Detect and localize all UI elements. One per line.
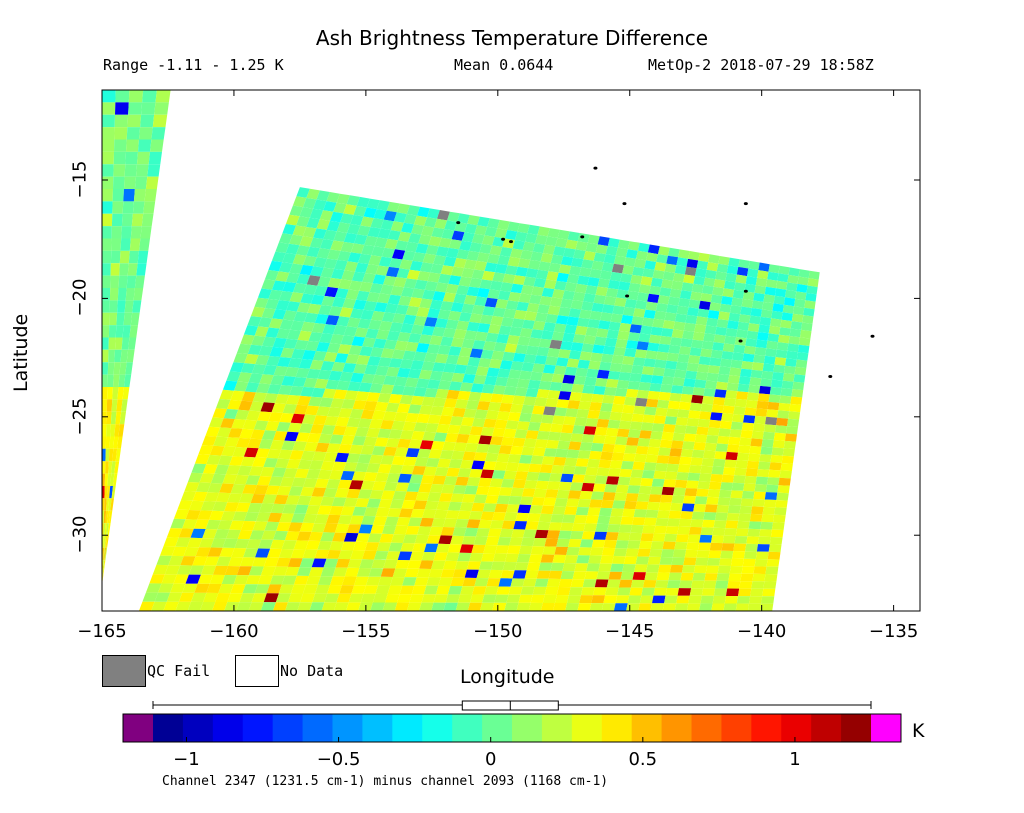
colorbar-segment [242,714,274,742]
colorbar-segment [841,714,872,742]
colorbar-segment [332,714,363,742]
colorbar-segment [631,714,663,742]
colorbar-segment [601,714,633,742]
island-outline [593,166,598,170]
satellite-time-label: MetOp-2 2018-07-29 18:58Z [648,56,874,74]
colorbar-tick-label: 0.5 [628,749,658,770]
island-outline [580,235,585,239]
colorbar-segment [362,714,393,742]
island-outline [738,339,743,343]
island-outline [870,334,875,338]
qc-fail-label: QC Fail [147,662,211,680]
colorbar-segment [212,714,244,742]
island-outline [622,202,627,206]
colorbar-segment [302,714,333,742]
chart-title: Ash Brightness Temperature Difference [315,26,709,50]
mean-label: Mean 0.0644 [454,56,554,74]
colorbar-tick-label: 0 [484,749,497,770]
colorbar-segment [452,714,483,742]
y-tick-label: −20 [69,278,91,317]
colorbar-frame [122,713,902,743]
qc-fail-swatch [102,655,146,687]
x-tick-label: −160 [209,621,259,642]
x-tick-label: −135 [868,621,919,642]
colorbar-tick-label: −1 [173,749,200,770]
channel-footnote: Channel 2347 (1231.5 cm-1) minus channel… [162,774,609,789]
swath-layer [102,90,820,611]
plot-frame [101,89,921,612]
x-tick-label: −140 [736,621,787,642]
y-tick-label: −25 [69,397,91,436]
x-tick-label: −150 [473,621,523,642]
colorbar-segment [751,714,782,742]
no-data-swatch [235,655,279,687]
y-tick-label: −15 [69,160,91,199]
colorbar-segment [392,714,423,742]
coastline-layer [456,166,875,379]
colorbar-segment [541,714,573,742]
colorbar-segment [691,714,722,742]
axes [101,90,920,611]
colorbar-segment [571,714,603,742]
colorbar-segment [422,714,453,742]
y-axis-label: Latitude [10,313,32,392]
x-tick-label: −145 [605,621,655,642]
colorbar-segment [512,714,543,742]
colorbar-tick-label: 1 [789,749,801,770]
island-outline [625,294,630,298]
swath-main [138,187,820,611]
colorbar-segment [182,714,214,742]
colorbar-unit: K [912,720,925,742]
island-outline [501,237,506,241]
colorbar-segment [721,714,752,742]
colorbar-under [123,714,153,742]
colorbar [122,700,902,743]
colorbar-segment [272,714,304,742]
colorbar-segment [482,714,513,742]
colorbar-segment [153,714,184,742]
colorbar-segment [661,714,692,742]
colorbar-segment [811,714,842,742]
island-outline [743,202,748,206]
range-label: Range -1.11 - 1.25 K [103,56,284,74]
x-tick-label: −165 [77,621,127,642]
x-tick-label: −155 [341,621,391,642]
colorbar-tick-label: −0.5 [316,749,361,770]
colorbar-over [871,714,901,742]
island-outline [828,375,833,379]
x-axis-label: Longitude [460,666,555,688]
y-tick-label: −30 [69,515,91,554]
no-data-label: No Data [280,662,344,680]
swath-left [102,90,171,585]
island-outline [743,289,748,293]
island-outline [509,240,513,244]
colorbar-segment [781,714,812,742]
island-outline [456,221,461,225]
